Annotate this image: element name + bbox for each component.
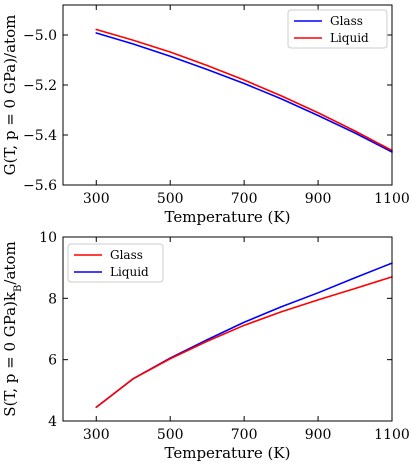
- y-axis-label: G(T, p = 0 GPa)/atom: [1, 15, 19, 176]
- legend-label-liquid: Liquid: [110, 265, 149, 279]
- y-tick-label: 8: [48, 291, 57, 307]
- x-tick-label: 700: [231, 191, 258, 207]
- x-tick-label: 900: [305, 191, 332, 207]
- x-tick-label: 1100: [374, 427, 409, 443]
- x-axis-label: Temperature (K): [165, 208, 291, 226]
- series-line-liquid: [95, 28, 393, 152]
- y-tick-label: 10: [39, 230, 57, 246]
- y-tick-label: −5.6: [23, 178, 57, 194]
- legend: Glass Liquid: [67, 243, 164, 283]
- y-tick-label: −5.4: [23, 128, 57, 144]
- chart-panel-1: 300 500 700 900 1100 −5.0 −5.2 −5.4 −5.6 Temperat…: [1, 4, 409, 226]
- x-tick-label: 900: [305, 427, 332, 443]
- x-tick-label: 500: [157, 191, 184, 207]
- series-line-liquid: [95, 262, 393, 409]
- y-axis-label: S(T, p = 0 GPa)kB/atom: [1, 241, 24, 416]
- y-tick-label: −5.2: [23, 78, 57, 94]
- legend-label-liquid: Liquid: [330, 31, 369, 45]
- y-tick-label: −5.0: [23, 28, 57, 44]
- x-tick-label: 300: [83, 191, 110, 207]
- series-line-glass: [95, 276, 393, 409]
- plot-frame: [62, 4, 393, 186]
- x-axis-label: Temperature (K): [165, 444, 291, 462]
- x-tick-label: 300: [83, 427, 110, 443]
- x-tick-label: 700: [231, 427, 258, 443]
- series-line-glass: [95, 32, 393, 153]
- y-tick-label: 4: [48, 414, 57, 430]
- legend-label-glass: Glass: [110, 248, 143, 262]
- x-tick-label: 1100: [374, 191, 409, 207]
- y-tick-label: 6: [48, 353, 57, 369]
- legend-label-glass: Glass: [330, 14, 363, 28]
- legend: Glass Liquid: [287, 9, 388, 49]
- x-tick-label: 500: [157, 427, 184, 443]
- plot-frame: [62, 236, 393, 422]
- chart-panel-2: 300 500 700 900 1100 4 6 8 10 Temperature (K) S(T,…: [1, 230, 409, 462]
